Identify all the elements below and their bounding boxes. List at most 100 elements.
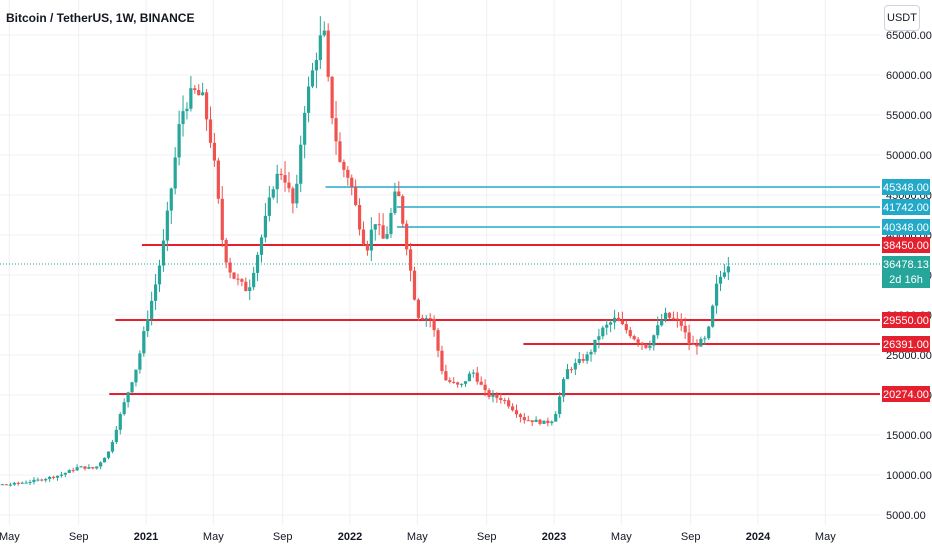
candle: [310, 62, 315, 89]
candle: [79, 465, 83, 468]
candle: [346, 166, 350, 186]
candle: [530, 420, 534, 427]
candle: [4, 484, 9, 486]
candle: [522, 413, 526, 424]
candle: [432, 315, 436, 337]
horizontal-levels[interactable]: [109, 186, 880, 395]
candle: [624, 320, 628, 334]
candle: [593, 339, 597, 355]
candle: [173, 147, 177, 195]
candle: [632, 334, 636, 341]
y-tick-label: 50000.00: [886, 150, 932, 162]
candle: [197, 84, 201, 96]
candle: [711, 304, 715, 328]
candle: [691, 335, 695, 345]
candle: [377, 212, 381, 236]
candle: [601, 325, 605, 340]
candle: [299, 135, 303, 193]
candle: [51, 475, 56, 480]
candle: [110, 439, 115, 454]
x-tick-label: 2021: [134, 531, 158, 543]
candle: [538, 418, 542, 426]
candle: [656, 316, 660, 339]
candle: [405, 220, 409, 256]
candle: [106, 451, 111, 460]
candle: [707, 325, 711, 341]
svg-text:40348.00: 40348.00: [883, 222, 929, 234]
candle: [87, 464, 91, 470]
grid: [0, 0, 880, 525]
candle: [126, 391, 130, 408]
last-price-label: 36478.13 2d 16h: [882, 256, 930, 288]
candle: [36, 477, 40, 482]
candle: [648, 340, 652, 351]
candle: [479, 376, 483, 386]
y-tick-label: 15000.00: [886, 430, 932, 442]
candle: [558, 392, 562, 418]
candle: [722, 264, 727, 279]
candle: [267, 186, 271, 222]
candle: [420, 314, 424, 321]
candle: [609, 319, 613, 333]
time-axis[interactable]: May Sep 2021 May Sep 2022 May Sep 2023 May Sep 2024…: [0, 531, 836, 543]
candle: [236, 273, 240, 286]
candles: [0, 16, 730, 487]
candle: [357, 198, 362, 236]
candle: [291, 186, 295, 214]
candle: [28, 479, 32, 486]
candle: [565, 363, 570, 380]
candle: [424, 315, 428, 327]
candle: [259, 234, 264, 263]
candle: [24, 480, 28, 484]
candle: [585, 351, 589, 364]
candle: [122, 398, 126, 416]
candle: [165, 201, 169, 251]
candle: [683, 317, 687, 339]
level-label: 26391.00: [882, 336, 930, 352]
candle: [161, 229, 166, 272]
candle: [208, 106, 213, 148]
candle: [361, 221, 366, 246]
candle: [134, 369, 138, 387]
candle: [518, 413, 523, 423]
candle: [542, 420, 546, 425]
candle: [114, 426, 118, 445]
candle: [326, 23, 330, 82]
level-labels: 45348.00 41742.00 40348.00 38450.00 29550.00…: [882, 179, 930, 402]
candle: [495, 392, 499, 403]
candle: [448, 377, 452, 384]
candle: [369, 217, 373, 262]
currency-button[interactable]: USDT: [884, 5, 920, 31]
candle: [412, 266, 417, 301]
candle: [350, 174, 354, 196]
svg-text:45348.00: 45348.00: [883, 182, 929, 194]
level-label: 38450.00: [882, 237, 930, 253]
x-tick-label: Sep: [477, 531, 497, 543]
candle: [389, 207, 393, 238]
candle: [577, 351, 581, 365]
x-tick-label: Sep: [273, 531, 293, 543]
x-tick-label: May: [203, 531, 224, 543]
candle: [157, 259, 162, 293]
candle: [146, 310, 150, 338]
candle: [605, 319, 609, 336]
last-price-value: 36478.13: [883, 259, 929, 271]
candle: [271, 186, 275, 200]
x-tick-label: May: [815, 531, 836, 543]
candle: [59, 471, 64, 478]
candle: [554, 411, 558, 422]
candle: [616, 312, 621, 322]
candle: [216, 157, 220, 204]
candle: [102, 457, 107, 463]
candle: [48, 476, 52, 482]
x-tick-label: 2024: [746, 531, 771, 543]
candle: [401, 194, 405, 229]
x-tick-label: May: [611, 531, 632, 543]
candle: [153, 273, 158, 310]
candle: [263, 203, 268, 243]
level-label: 20274.00: [882, 386, 930, 402]
candle: [714, 274, 719, 314]
candle: [589, 349, 593, 362]
candle: [44, 477, 48, 483]
